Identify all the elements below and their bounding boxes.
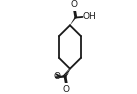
Text: OH: OH [83, 12, 97, 21]
Text: O: O [70, 0, 77, 9]
Text: O: O [62, 85, 69, 94]
Polygon shape [70, 17, 76, 25]
Text: O: O [53, 72, 60, 81]
